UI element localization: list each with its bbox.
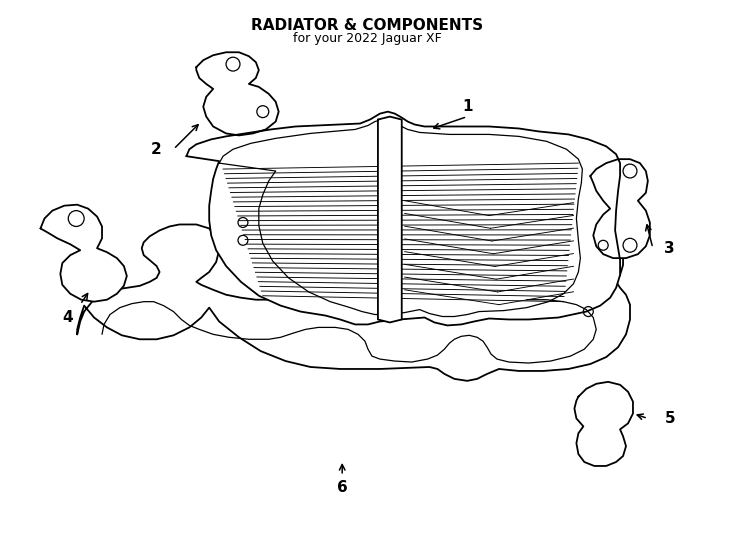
Text: 1: 1: [462, 99, 473, 114]
Polygon shape: [196, 52, 279, 136]
Polygon shape: [575, 382, 633, 466]
Text: 6: 6: [337, 480, 348, 495]
Polygon shape: [40, 205, 127, 302]
Polygon shape: [378, 117, 401, 322]
Polygon shape: [186, 112, 620, 326]
Text: RADIATOR & COMPONENTS: RADIATOR & COMPONENTS: [251, 18, 483, 32]
Text: 4: 4: [62, 310, 73, 325]
Text: 5: 5: [664, 411, 675, 426]
Text: 3: 3: [664, 241, 675, 256]
Polygon shape: [590, 159, 650, 258]
Text: for your 2022 Jaguar XF: for your 2022 Jaguar XF: [293, 32, 441, 45]
Text: 2: 2: [151, 142, 162, 157]
Polygon shape: [77, 225, 630, 381]
